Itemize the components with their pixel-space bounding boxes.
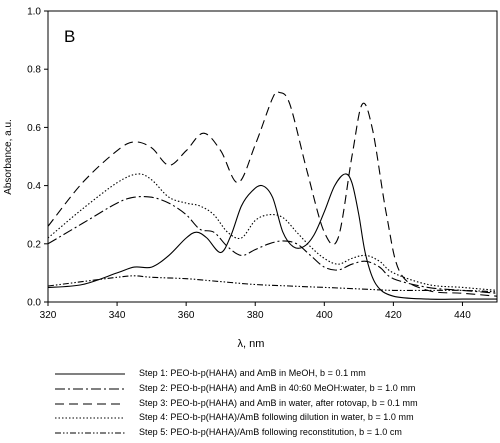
legend-label: Step 3: PEO-b-p(HAHA) and AmB in water, … — [139, 397, 418, 408]
y-tick-label: 0.4 — [27, 181, 41, 192]
series-line-step-1 — [48, 173, 497, 300]
y-tick-label: 1.0 — [27, 7, 41, 18]
series-line-step-4 — [48, 173, 497, 291]
legend: Step 1: PEO-b-p(HAHA) and AmB in MeOH, b… — [55, 368, 500, 442]
series-line-step-2 — [48, 195, 497, 294]
x-tick-label: 340 — [109, 310, 126, 321]
y-tick-label: 0.0 — [27, 298, 41, 309]
legend-item: Step 3: PEO-b-p(HAHA) and AmB in water, … — [55, 398, 500, 413]
legend-label: Step 5: PEO-b-p(HAHA)/AmB following reco… — [139, 427, 402, 438]
legend-swatch — [55, 388, 125, 390]
legend-swatch — [55, 373, 125, 375]
plot-frame — [47, 10, 498, 303]
panel-label: B — [64, 27, 75, 46]
legend-item: Step 5: PEO-b-p(HAHA)/AmB following reco… — [55, 427, 500, 442]
x-tick-label: 320 — [40, 310, 57, 321]
legend-label: Step 1: PEO-b-p(HAHA) and AmB in MeOH, b… — [139, 368, 366, 378]
axes: 320 340 360 380 400 420 440 0.0 0.2 0.4 0.6 0.8 1.0 — [27, 7, 498, 321]
legend-swatch — [55, 432, 125, 434]
plot-area — [48, 91, 497, 300]
legend-swatch — [55, 417, 125, 419]
x-tick-label: 360 — [178, 310, 195, 321]
y-tick-label: 0.8 — [27, 65, 41, 76]
x-tick-label: 440 — [454, 310, 471, 321]
series-line-step-5 — [48, 275, 497, 293]
x-axis-label: λ, nm — [238, 338, 265, 350]
legend-label: Step 4: PEO-b-p(HAHA)/AmB following dilu… — [139, 412, 414, 423]
y-axis-label: Absorbance, a.u. — [3, 119, 14, 195]
series-line-step-3 — [48, 91, 497, 297]
x-tick-label: 380 — [247, 310, 264, 321]
x-tick-label: 420 — [385, 310, 402, 321]
x-tick-label: 400 — [316, 310, 333, 321]
y-tick-label: 0.6 — [27, 123, 41, 134]
legend-label: Step 2: PEO-b-p(HAHA) and AmB in 40:60 M… — [139, 382, 416, 393]
y-tick-label: 0.2 — [27, 239, 41, 250]
legend-item: Step 4: PEO-b-p(HAHA)/AmB following dilu… — [55, 412, 500, 427]
legend-item: Step 2: PEO-b-p(HAHA) and AmB in 40:60 M… — [55, 383, 500, 398]
legend-swatch — [55, 403, 125, 405]
legend-item: Step 1: PEO-b-p(HAHA) and AmB in MeOH, b… — [55, 368, 500, 383]
